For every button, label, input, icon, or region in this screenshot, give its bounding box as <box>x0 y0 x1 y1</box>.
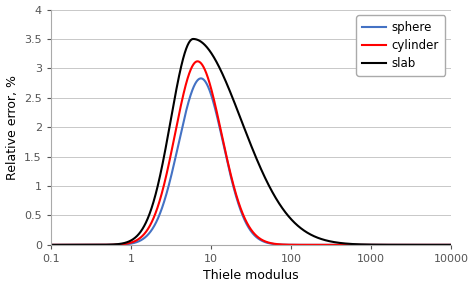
Y-axis label: Relative error, %: Relative error, % <box>6 75 18 180</box>
sphere <box>118 243 123 246</box>
cylinder <box>440 243 446 247</box>
cylinder <box>397 243 403 247</box>
cylinder <box>118 243 123 246</box>
sphere <box>448 243 454 247</box>
slab <box>397 243 403 247</box>
slab <box>94 243 100 247</box>
slab <box>191 37 196 41</box>
slab <box>219 71 225 74</box>
Legend: sphere, cylinder, slab: sphere, cylinder, slab <box>356 16 445 76</box>
slab <box>201 43 207 46</box>
slab <box>118 242 123 246</box>
slab <box>448 243 454 247</box>
cylinder <box>448 243 454 247</box>
slab <box>440 243 446 247</box>
Line: sphere: sphere <box>51 78 451 245</box>
sphere <box>219 135 225 139</box>
X-axis label: Thiele modulus: Thiele modulus <box>203 270 299 283</box>
sphere <box>201 79 207 82</box>
cylinder <box>201 67 207 71</box>
sphere <box>397 243 403 247</box>
Line: slab: slab <box>51 39 451 245</box>
slab <box>48 243 54 247</box>
cylinder <box>48 243 54 247</box>
Line: cylinder: cylinder <box>51 61 451 245</box>
sphere <box>198 77 204 80</box>
sphere <box>94 243 100 247</box>
sphere <box>440 243 446 247</box>
cylinder <box>219 133 225 137</box>
sphere <box>48 243 54 247</box>
cylinder <box>195 60 201 63</box>
cylinder <box>94 243 100 247</box>
